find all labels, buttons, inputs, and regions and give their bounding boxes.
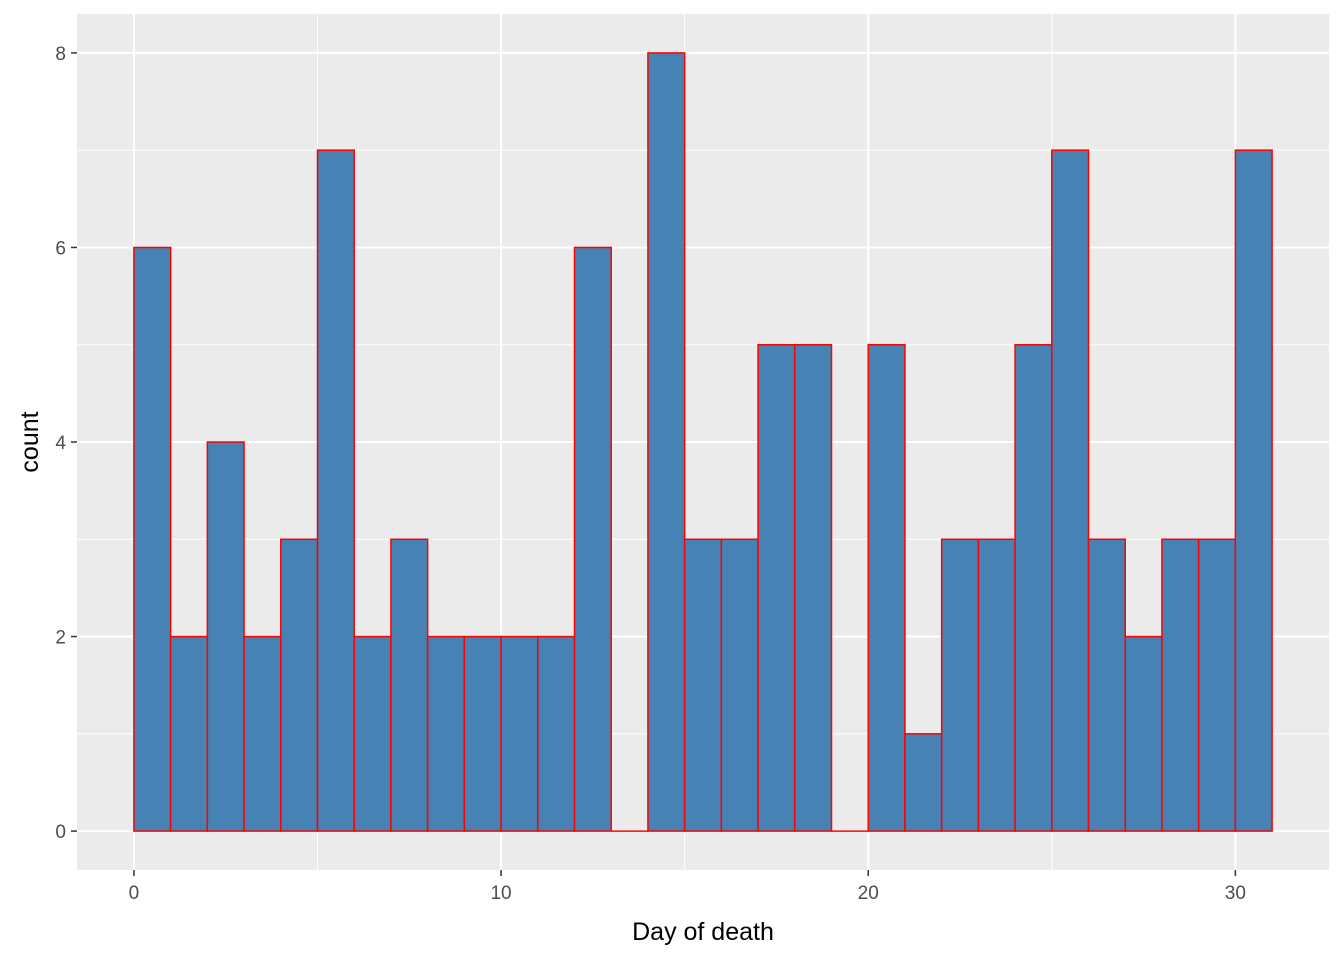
y-tick-label: 4 <box>55 433 66 454</box>
histogram-bar <box>720 538 759 832</box>
histogram-bar <box>169 635 209 832</box>
histogram-bar <box>1197 538 1237 832</box>
histogram-bar <box>940 538 980 832</box>
histogram-bar <box>243 635 282 832</box>
histogram-bar <box>683 538 723 832</box>
x-tick-label: 0 <box>129 883 140 904</box>
histogram-bar <box>390 538 429 832</box>
x-tick-label: 10 <box>490 883 511 904</box>
histogram-bar <box>133 246 172 832</box>
histogram-bar <box>867 343 906 832</box>
histogram-bar <box>1124 635 1163 832</box>
histogram-bar <box>500 635 539 832</box>
histogram-bar <box>426 635 466 832</box>
histogram-bar <box>280 538 319 832</box>
x-axis-title: Day of death <box>632 918 774 946</box>
histogram-bar <box>1014 343 1053 832</box>
y-axis-title: count <box>16 411 44 472</box>
histogram-bar <box>757 343 796 832</box>
histogram-bar <box>1087 538 1126 832</box>
y-tick-label: 2 <box>55 628 66 649</box>
histogram-bar <box>647 52 686 832</box>
y-tick-label: 8 <box>55 44 66 65</box>
x-axis: 0 10 20 30 <box>129 870 1246 904</box>
histogram-bar <box>1051 149 1090 832</box>
histogram-bar <box>904 733 943 832</box>
histogram-bar <box>1234 149 1273 832</box>
x-tick-label: 30 <box>1225 883 1246 904</box>
histogram-bar <box>353 635 392 832</box>
histogram-bar <box>463 635 502 832</box>
y-axis: 0 2 4 6 8 <box>55 44 77 843</box>
histogram-bar <box>794 343 833 832</box>
histogram-bar <box>573 246 612 832</box>
histogram-bar <box>316 149 355 832</box>
x-tick-label: 20 <box>858 883 879 904</box>
histogram-bar <box>1161 538 1200 832</box>
y-tick-label: 6 <box>55 238 66 259</box>
histogram-bars <box>133 52 1273 832</box>
y-tick-label: 0 <box>55 822 66 843</box>
histogram-bar <box>537 635 576 832</box>
histogram-bar <box>977 538 1016 832</box>
histogram-bar <box>206 441 245 832</box>
